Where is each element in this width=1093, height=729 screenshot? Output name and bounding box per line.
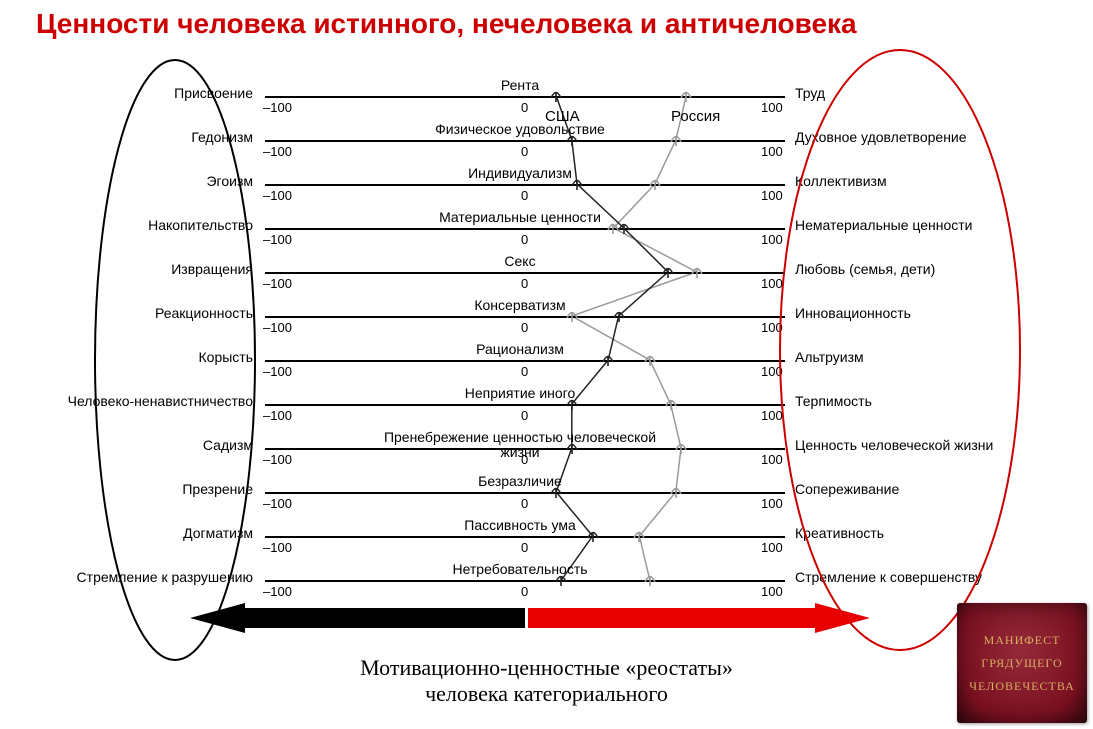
book-line: ЧЕЛОВЕЧЕСТВА bbox=[969, 679, 1075, 694]
book-line: МАНИФЕСТ bbox=[984, 633, 1061, 648]
stage: Ценности человека истинного, нечеловека … bbox=[0, 0, 1093, 729]
book-cover: МАНИФЕСТ ГРЯДУЩЕГО ЧЕЛОВЕЧЕСТВА bbox=[957, 603, 1087, 723]
book-line: ГРЯДУЩЕГО bbox=[981, 656, 1062, 671]
chart-caption: Мотивационно-ценностные «реостаты»челове… bbox=[0, 655, 1093, 708]
arrow-right bbox=[0, 0, 1093, 729]
